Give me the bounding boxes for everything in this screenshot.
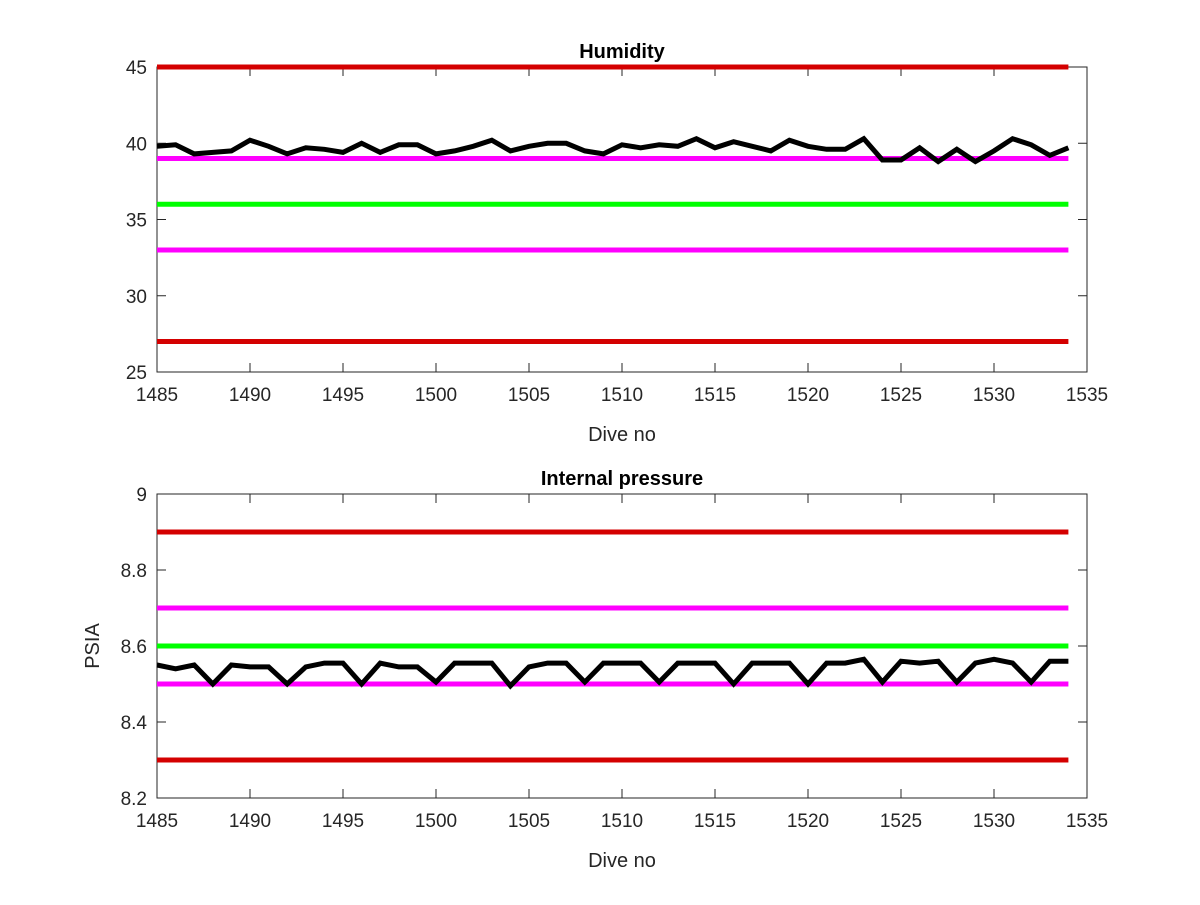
- x-tick-label: 1485: [136, 811, 178, 832]
- x-tick-label: 1505: [508, 385, 550, 406]
- x-tick-label: 1505: [508, 811, 550, 832]
- x-tick-label: 1530: [973, 385, 1015, 406]
- y-tick-label: 8.6: [121, 637, 147, 658]
- x-tick-label: 1520: [787, 811, 829, 832]
- y-axis-label: PSIA: [82, 623, 104, 669]
- x-tick-label: 1535: [1066, 811, 1108, 832]
- chart-title: Humidity: [579, 41, 665, 63]
- y-tick-label: 45: [126, 58, 147, 79]
- y-tick-label: 8.4: [121, 713, 148, 734]
- x-tick-label: 1525: [880, 811, 922, 832]
- series-line: [156, 135, 1070, 165]
- x-tick-label: 1510: [601, 385, 643, 406]
- chart-panel-1: 1485 1490 1495 1500 1505 1510 1515 1520 1525 1530…: [126, 41, 1108, 446]
- y-tick-label: 8.8: [121, 561, 147, 582]
- x-tick-label: 1490: [229, 385, 271, 406]
- chart-title: Internal pressure: [541, 468, 703, 490]
- x-tick-label: 1525: [880, 385, 922, 406]
- x-tick-label: 1490: [229, 811, 271, 832]
- y-tick-label: 8.2: [121, 789, 147, 810]
- x-axis-label: Dive no: [588, 424, 656, 446]
- y-tick-label: 25: [126, 363, 147, 384]
- x-tick-label: 1495: [322, 811, 364, 832]
- x-tick-label: 1520: [787, 385, 829, 406]
- x-tick-label: 1530: [973, 811, 1015, 832]
- series-line: [156, 656, 1069, 690]
- plot-area: [156, 66, 1088, 373]
- y-tick-label: 40: [126, 134, 147, 155]
- x-tick-label: 1485: [136, 385, 178, 406]
- x-axis-label: Dive no: [588, 850, 656, 872]
- x-tick-label: 1515: [694, 811, 736, 832]
- y-tick-label: 35: [126, 211, 147, 232]
- x-tick-label: 1510: [601, 811, 643, 832]
- y-tick-label: 30: [126, 287, 147, 308]
- chart-panel-2: 1485 1490 1495 1500 1505 1510 1515 1520 1525 1530…: [82, 468, 1108, 872]
- x-tick-label: 1500: [415, 811, 457, 832]
- x-tick-label: 1515: [694, 385, 736, 406]
- y-tick-label: 9: [136, 485, 147, 506]
- x-tick-label: 1495: [322, 385, 364, 406]
- x-tick-label: 1535: [1066, 385, 1108, 406]
- x-tick-label: 1500: [415, 385, 457, 406]
